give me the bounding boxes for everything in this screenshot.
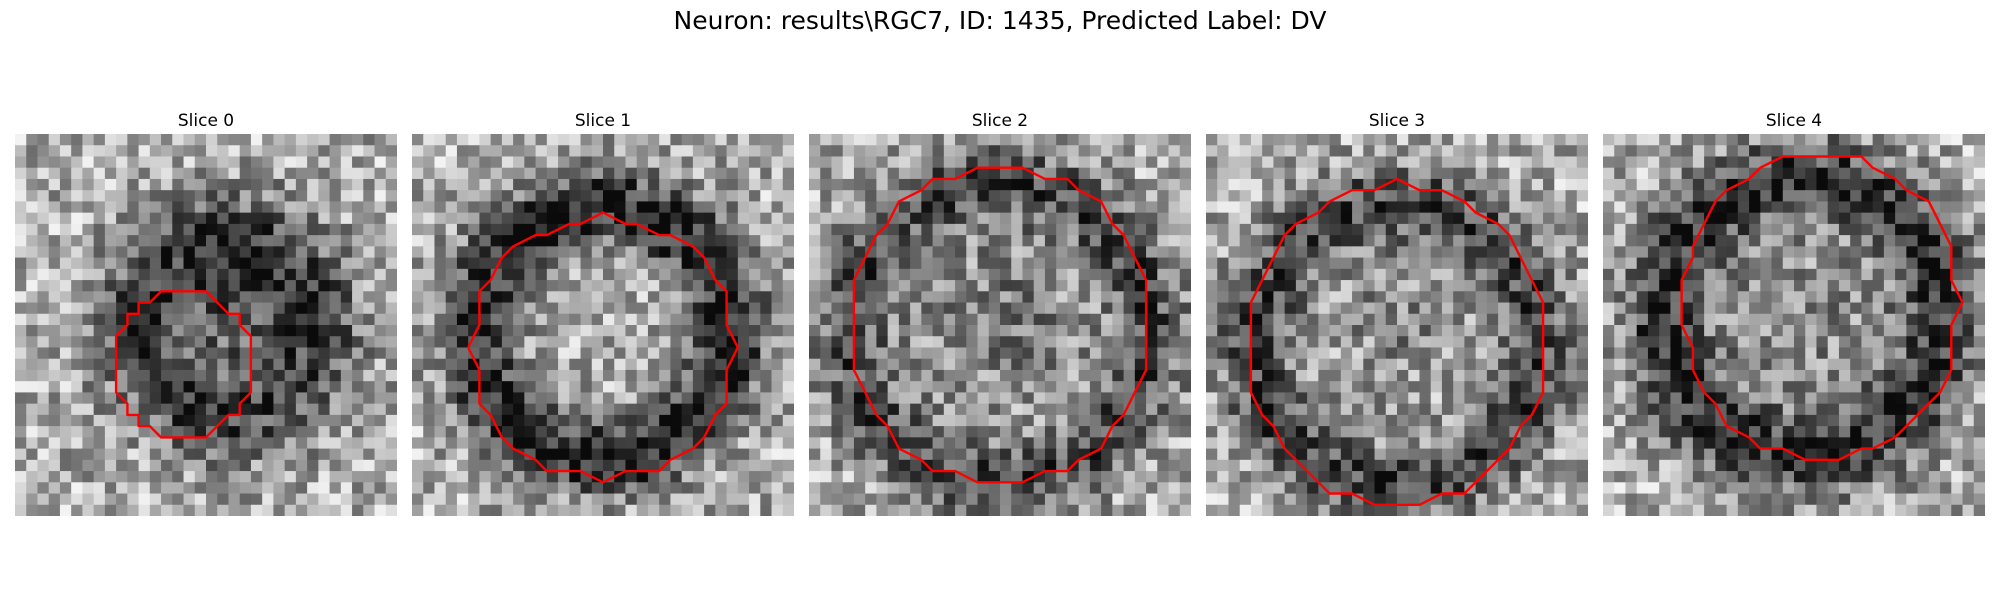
red-contour-outline: [852, 166, 1148, 484]
slice-panel-0: Slice 0: [15, 108, 397, 516]
grayscale-heatmap: [809, 134, 1191, 516]
slice-image: [412, 134, 794, 516]
slice-image: [15, 134, 397, 516]
grayscale-heatmap: [412, 134, 794, 516]
slice-panel-2: Slice 2: [809, 108, 1191, 516]
pixel-grid: [1603, 134, 1985, 516]
red-contour-outline: [114, 290, 253, 439]
grayscale-heatmap: [15, 134, 397, 516]
slice-image: [1603, 134, 1985, 516]
slice-title: Slice 2: [971, 111, 1029, 131]
red-contour-outline: [1249, 177, 1545, 506]
slice-panel-1: Slice 1: [412, 108, 794, 516]
slice-title: Slice 3: [1368, 111, 1426, 131]
slice-panel-3: Slice 3: [1206, 108, 1588, 516]
pixel-grid: [412, 134, 794, 516]
pixel-grid: [15, 134, 397, 516]
pixel-grid: [809, 134, 1191, 516]
slice-title: Slice 1: [574, 111, 632, 131]
pixel-grid: [1206, 134, 1588, 516]
slice-image: [1206, 134, 1588, 516]
grayscale-heatmap: [1603, 134, 1985, 516]
red-contour-outline: [1680, 155, 1964, 461]
slice-title: Slice 0: [177, 111, 235, 131]
slice-panel-4: Slice 4: [1603, 108, 1985, 516]
grayscale-heatmap: [1206, 134, 1588, 516]
slice-image: [809, 134, 1191, 516]
red-contour-outline: [467, 211, 739, 484]
figure-title: Neuron: results\RGC7, ID: 1435, Predicte…: [673, 6, 1327, 35]
slice-title: Slice 4: [1765, 111, 1823, 131]
